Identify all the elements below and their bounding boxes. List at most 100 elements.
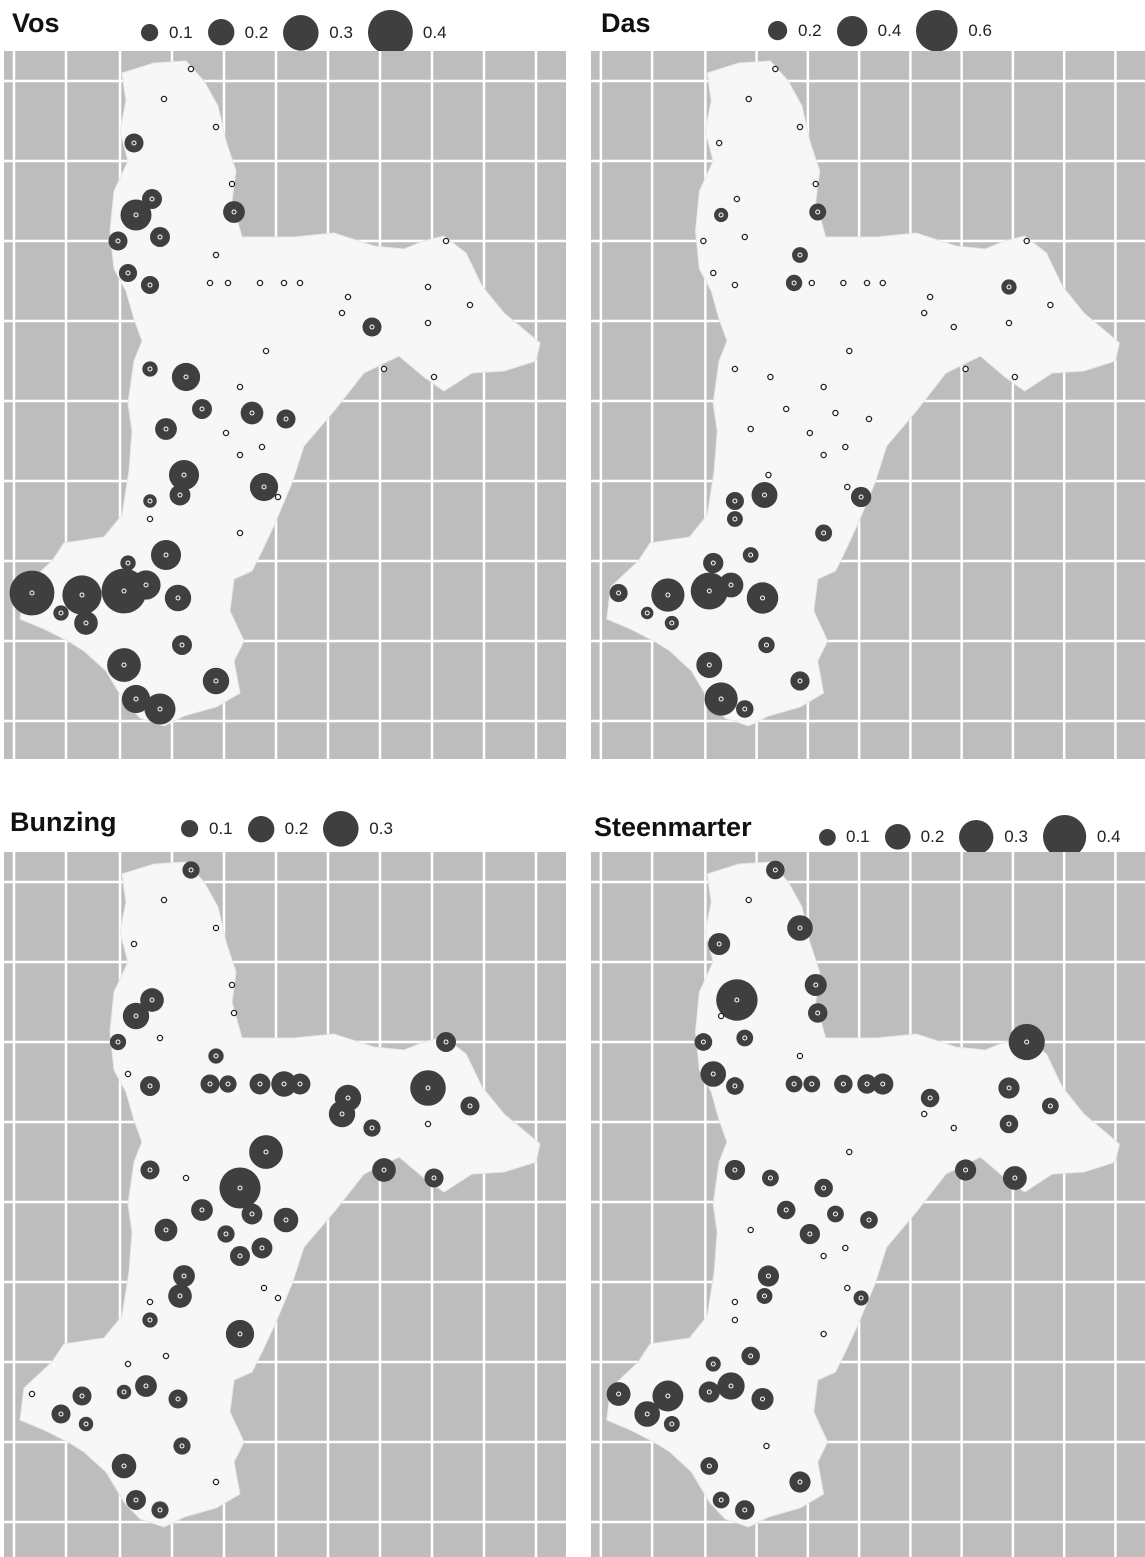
site-marker [797,252,803,258]
site-marker [223,1231,229,1237]
site-marker [710,1361,716,1367]
site-marker [927,1095,933,1101]
site-marker [716,941,722,947]
site-marker [430,373,438,381]
detection-symbol [785,1075,803,1093]
site-marker [772,867,778,873]
site-marker [765,471,772,479]
site-marker [747,1226,754,1234]
detection-symbol [72,1386,92,1406]
detection-symbol [712,1491,730,1509]
detection-symbol [135,1375,157,1397]
detection-symbol [173,1437,191,1455]
site-marker [121,1389,127,1395]
site-marker [846,1148,853,1156]
detection-symbol [168,1389,188,1409]
site-marker [796,1052,804,1060]
detection-symbol [785,274,803,292]
size-legend: 0.2 0.4 0.6 [767,9,992,53]
detection-symbol [219,1075,237,1093]
site-marker [742,1035,748,1041]
site-marker [809,1081,815,1087]
panel-title: Bunzing [10,807,117,837]
detection-symbol [192,399,212,419]
site-marker [274,493,282,501]
site-marker [718,212,724,218]
site-marker [187,65,195,73]
legend-label: 0.2 [244,22,269,42]
detection-symbol [107,648,141,682]
site-marker [162,1352,170,1360]
map-area [591,51,1145,759]
detection-symbol [664,615,679,631]
site-marker [424,283,432,291]
site-marker [733,195,741,203]
detection-symbol [857,1074,877,1094]
site-marker [256,279,264,287]
map-area [4,51,566,759]
legend-item: 0.6 [915,9,992,53]
site-marker [783,1207,789,1213]
site-marker [258,443,266,451]
site-marker [832,409,839,417]
site-marker [181,472,187,478]
detection-symbol [109,1033,127,1051]
detection-symbol [751,1387,774,1411]
site-marker [212,1478,220,1486]
site-marker [281,1081,287,1087]
site-marker [369,1125,375,1131]
panel-title: Das [601,8,651,38]
site-marker [732,1167,738,1173]
site-marker [147,1083,153,1089]
detection-symbol [131,570,161,600]
site-marker [709,269,717,277]
legend-circle [959,819,994,854]
detection-symbol [792,247,808,263]
detection-symbol [122,1002,150,1030]
detection-symbol [424,1168,444,1188]
detection-symbol [150,227,170,247]
site-marker [866,1217,872,1223]
detection-symbol [271,1071,297,1097]
site-marker [858,1295,864,1301]
detection-symbol [200,1074,220,1094]
detection-symbol [273,1207,299,1233]
site-marker [700,237,707,245]
site-marker [283,1217,289,1223]
site-marker [832,1211,838,1217]
site-marker [179,642,185,648]
site-marker [442,237,450,245]
site-marker [728,582,734,588]
detection-symbol [727,511,743,527]
site-marker [706,1389,712,1395]
site-marker [741,233,749,241]
site-marker [124,1360,132,1368]
detection-symbol [789,1471,811,1493]
site-marker [147,1167,153,1173]
detection-symbol [1001,279,1017,295]
legend-symbol [768,21,788,41]
site-marker [767,373,774,381]
site-marker [731,1298,739,1306]
legend-symbol [181,820,199,838]
detection-symbol [460,1096,480,1116]
site-marker [175,1396,181,1402]
site-marker [797,1479,803,1485]
detection-symbol [790,671,810,691]
detection-symbol [640,606,654,620]
detection-symbol [663,1416,680,1432]
site-marker [29,590,35,596]
site-marker [262,347,270,355]
site-marker [745,95,752,103]
detection-symbol [872,1073,894,1095]
detection-symbol [809,203,827,221]
legend-label: 0.1 [209,819,233,838]
site-marker [224,279,232,287]
site-marker [863,279,871,287]
site-marker [808,279,816,287]
detection-symbol [230,1246,250,1266]
legend-label: 0.3 [1004,827,1028,846]
detection-symbol [751,482,778,508]
site-marker [225,1081,231,1087]
site-marker [1024,1039,1030,1045]
